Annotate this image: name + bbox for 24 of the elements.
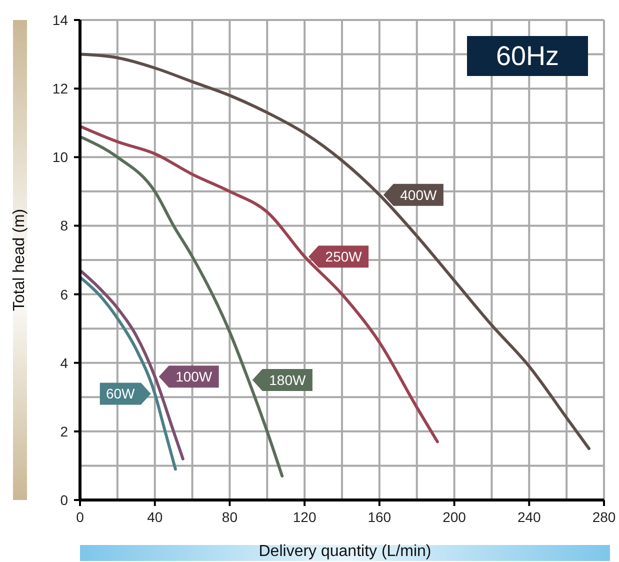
y-tick-label: 10	[52, 149, 68, 166]
series-label: 60W	[106, 386, 136, 402]
x-tick-label: 120	[292, 509, 316, 525]
y-axis-title: Total head (m)	[11, 208, 29, 312]
x-tick-label: 160	[368, 509, 392, 525]
y-tick-label: 0	[60, 492, 68, 508]
y-tick-label: 6	[60, 286, 68, 302]
x-tick-label: 200	[442, 509, 466, 525]
series-label: 250W	[325, 248, 363, 265]
x-tick-label: 80	[222, 509, 238, 525]
y-tick-label: 12	[52, 80, 68, 97]
line-series	[80, 124, 439, 444]
y-tick-label: 14	[52, 12, 68, 28]
y-tick-label: 2	[60, 423, 68, 440]
x-tick-label: 280	[592, 509, 616, 525]
series-label: 180W	[269, 372, 306, 388]
x-tick-label: 240	[517, 509, 542, 525]
x-tick-label: 40	[147, 509, 163, 525]
series-label: 100W	[176, 368, 213, 385]
y-tick-label: 8	[60, 218, 68, 234]
x-tick-label: 0	[76, 509, 84, 525]
series-label: 400W	[400, 186, 438, 203]
annotation: 60Hz	[467, 36, 588, 76]
y-tick-label: 4	[60, 354, 68, 371]
